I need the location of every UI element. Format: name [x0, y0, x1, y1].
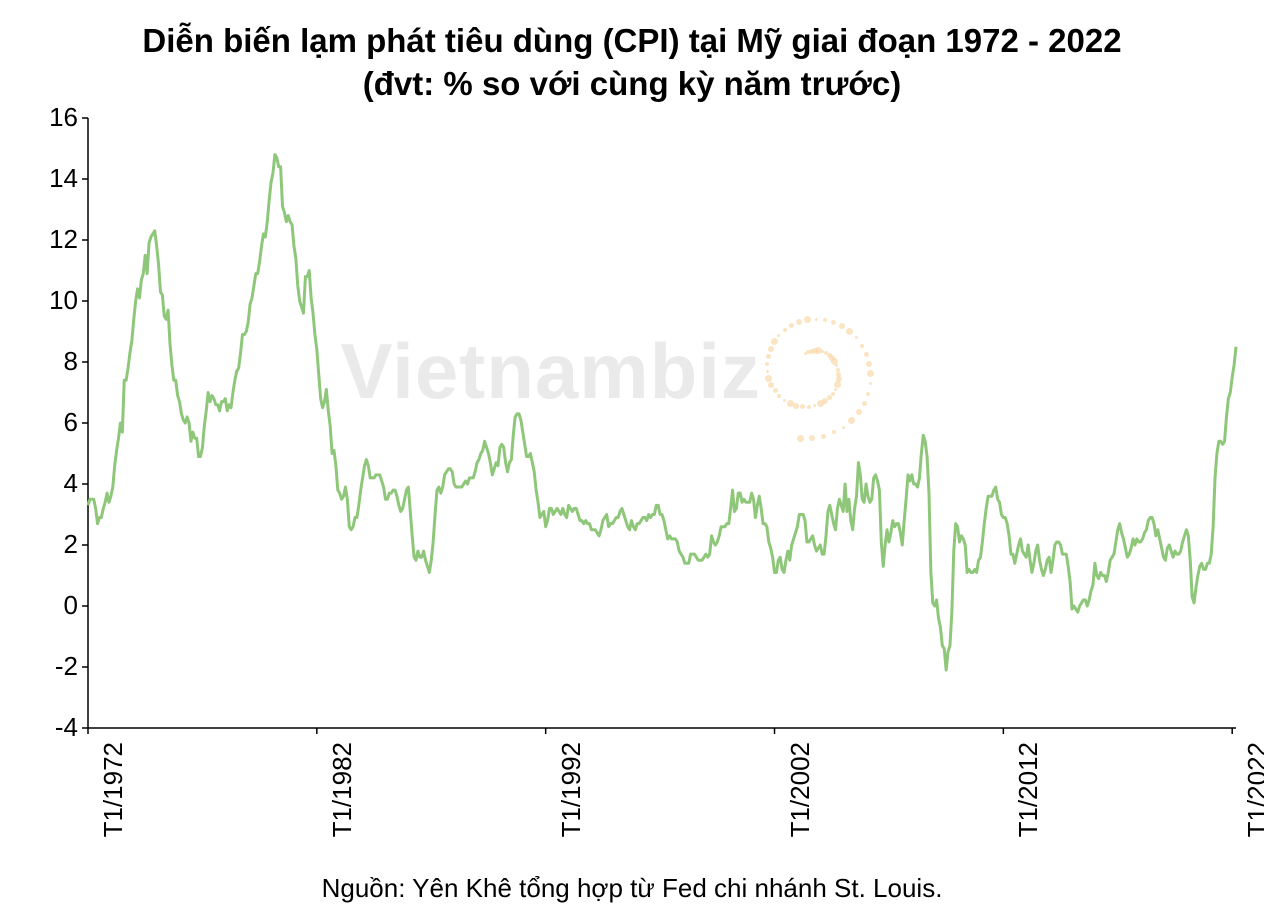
ytick-label: 12	[24, 224, 78, 255]
ytick-label: 10	[24, 285, 78, 316]
xtick-label: T1/2022	[1242, 742, 1264, 852]
chart-svg	[88, 118, 1236, 728]
chart-title-line2: (đvt: % so với cùng kỳ năm trước)	[0, 63, 1264, 106]
ytick-label: 6	[24, 407, 78, 438]
chart-source: Nguồn: Yên Khê tổng hợp từ Fed chi nhánh…	[0, 873, 1264, 904]
xtick-label: T1/2002	[785, 742, 816, 852]
chart-title-line1: Diễn biến lạm phát tiêu dùng (CPI) tại M…	[0, 0, 1264, 63]
ytick-label: 16	[24, 102, 78, 133]
xtick-label: T1/1992	[556, 742, 587, 852]
plot-area	[88, 118, 1236, 728]
ytick-label: 4	[24, 468, 78, 499]
cpi-line	[88, 155, 1236, 670]
ytick-label: 14	[24, 163, 78, 194]
ytick-label: -4	[24, 712, 78, 743]
ytick-label: 8	[24, 346, 78, 377]
xtick-label: T1/1982	[327, 742, 358, 852]
ytick-label: -2	[24, 651, 78, 682]
xtick-label: T1/2012	[1013, 742, 1044, 852]
cpi-chart: Diễn biến lạm phát tiêu dùng (CPI) tại M…	[0, 0, 1264, 922]
xtick-label: T1/1972	[98, 742, 129, 852]
ytick-label: 0	[24, 590, 78, 621]
ytick-label: 2	[24, 529, 78, 560]
